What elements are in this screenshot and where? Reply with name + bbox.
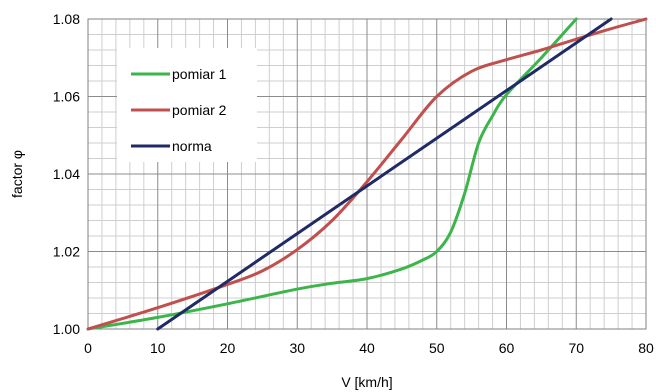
- y-tick-labels: 1.00 1.02 1.04 1.06 1.08: [53, 11, 80, 337]
- x-tick-label: 50: [429, 340, 445, 356]
- x-tick-label: 20: [220, 340, 236, 356]
- x-tick-label: 60: [499, 340, 515, 356]
- y-tick-label: 1.02: [53, 244, 80, 260]
- series-line-2: [86, 17, 648, 331]
- series-lines: [86, 17, 648, 331]
- x-tick-label: 70: [568, 340, 584, 356]
- series-line-1: [86, 17, 578, 331]
- x-tick-label: 10: [150, 340, 166, 356]
- legend-label-2: pomiar 2: [172, 102, 227, 118]
- x-axis-label: V [km/h]: [341, 374, 392, 390]
- legend: pomiar 1 pomiar 2 norma: [117, 48, 257, 162]
- series-line-3: [156, 17, 613, 331]
- y-tick-label: 1.00: [53, 321, 80, 337]
- legend-box: [117, 48, 257, 162]
- y-tick-label: 1.04: [53, 166, 80, 182]
- y-tick-label: 1.08: [53, 11, 80, 27]
- legend-label-3: norma: [172, 138, 212, 154]
- x-tick-labels: 0 10 20 30 40 50 60 70 80: [84, 340, 654, 356]
- x-tick-label: 80: [638, 340, 654, 356]
- y-tick-label: 1.06: [53, 89, 80, 105]
- x-tick-label: 0: [84, 340, 92, 356]
- x-tick-label: 30: [289, 340, 305, 356]
- legend-label-1: pomiar 1: [172, 66, 227, 82]
- x-tick-label: 40: [359, 340, 375, 356]
- plot-frame: [87, 18, 647, 330]
- y-axis-label: factor φ: [9, 150, 25, 198]
